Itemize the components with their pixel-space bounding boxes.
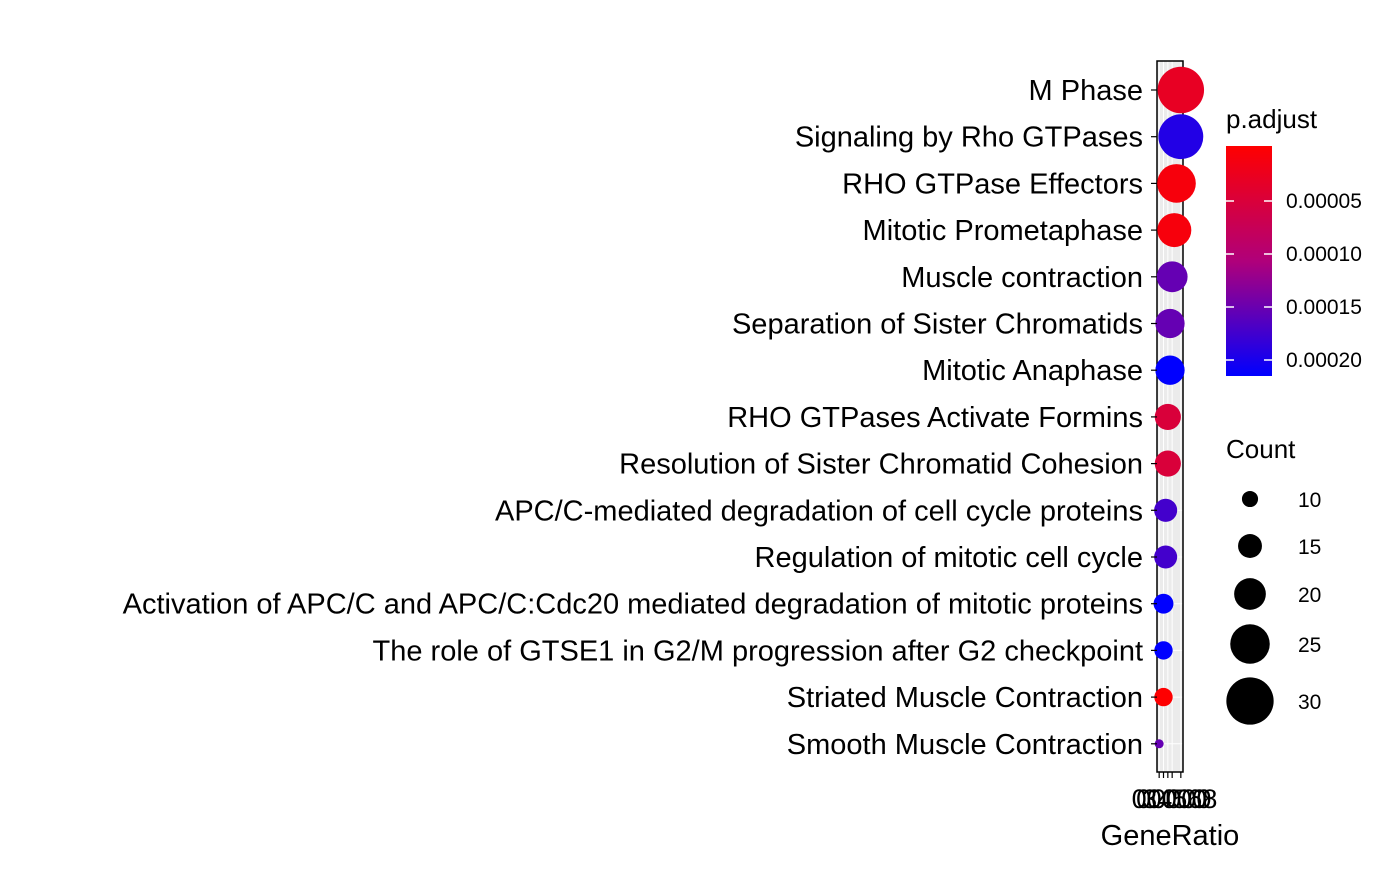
- data-point: [1158, 114, 1204, 160]
- x-axis-title: GeneRatio: [1101, 820, 1240, 852]
- y-axis-labels: M Phase Signaling by Rho GTPases RHO GTPas…: [123, 75, 1157, 761]
- size-legend-dot: [1241, 490, 1259, 508]
- data-point: [1156, 261, 1188, 293]
- y-tick-label: The role of GTSE1 in G2/M progression af…: [373, 635, 1143, 667]
- size-legend-dot: [1238, 534, 1262, 558]
- data-point: [1154, 641, 1173, 660]
- size-legend-label: 25: [1298, 634, 1321, 657]
- data-point: [1154, 687, 1173, 707]
- y-tick-label: Activation of APC/C and APC/C:Cdc20 medi…: [123, 589, 1143, 621]
- size-legend-title: Count: [1226, 434, 1296, 464]
- size-legend-label: 30: [1298, 691, 1321, 714]
- x-tick-labels: 0.03 0.04 0.05 0.06 0.08: [1132, 784, 1217, 814]
- color-legend-tick-label: 0.00020: [1286, 349, 1362, 372]
- data-point: [1154, 450, 1181, 477]
- y-tick-label: Signaling by Rho GTPases: [795, 122, 1143, 154]
- y-tick-label: Mitotic Prometaphase: [863, 215, 1143, 247]
- data-point: [1154, 739, 1164, 749]
- y-tick-label: Smooth Muscle Contraction: [787, 729, 1143, 761]
- y-tick-label: APC/C-mediated degradation of cell cycle…: [495, 495, 1143, 527]
- data-point: [1157, 213, 1192, 248]
- y-tick-label: Regulation of mitotic cell cycle: [755, 542, 1143, 574]
- data-point: [1155, 308, 1185, 339]
- x-axis: 0.03 0.04 0.05 0.06 0.08 GeneRatio: [1101, 784, 1240, 852]
- data-point: [1154, 498, 1178, 522]
- size-legend: Count 10 15 20 25 30: [1226, 434, 1321, 725]
- color-legend-tick-label: 0.00015: [1286, 296, 1362, 319]
- data-point: [1153, 593, 1174, 614]
- size-legend-items: 10 15 20 25 30: [1226, 489, 1321, 725]
- size-legend-dot: [1226, 677, 1274, 725]
- y-tick-label: Muscle contraction: [901, 262, 1143, 294]
- size-legend-dot: [1234, 578, 1266, 610]
- size-legend-label: 20: [1298, 584, 1321, 607]
- data-point: [1157, 66, 1205, 114]
- y-tick-label: RHO GTPases Activate Formins: [727, 402, 1143, 434]
- size-legend-label: 15: [1298, 536, 1321, 559]
- color-legend-tick-label: 0.00005: [1286, 190, 1362, 213]
- y-tick-label: Striated Muscle Contraction: [787, 682, 1143, 714]
- y-tick-label: Separation of Sister Chromatids: [732, 309, 1143, 341]
- size-legend-dot: [1230, 624, 1270, 664]
- color-legend-title: p.adjust: [1226, 104, 1318, 134]
- y-tick-label: M Phase: [1029, 75, 1143, 107]
- data-point: [1154, 403, 1181, 430]
- color-legend: p.adjust 0.00005 0.00010 0.00015 0.00020: [1226, 104, 1362, 376]
- y-tick-label: Mitotic Anaphase: [922, 355, 1143, 387]
- size-legend-label: 10: [1298, 489, 1321, 512]
- color-legend-tick-label: 0.00010: [1286, 243, 1362, 266]
- color-legend-bar: [1226, 146, 1272, 376]
- data-point: [1157, 164, 1196, 203]
- y-tick-label: Resolution of Sister Chromatid Cohesion: [619, 449, 1143, 481]
- y-tick-label: RHO GTPase Effectors: [842, 168, 1143, 200]
- points-layer: [1153, 66, 1205, 749]
- color-legend-ticks: 0.00005 0.00010 0.00015 0.00020: [1226, 190, 1362, 372]
- data-point: [1155, 355, 1185, 385]
- data-point: [1154, 545, 1178, 569]
